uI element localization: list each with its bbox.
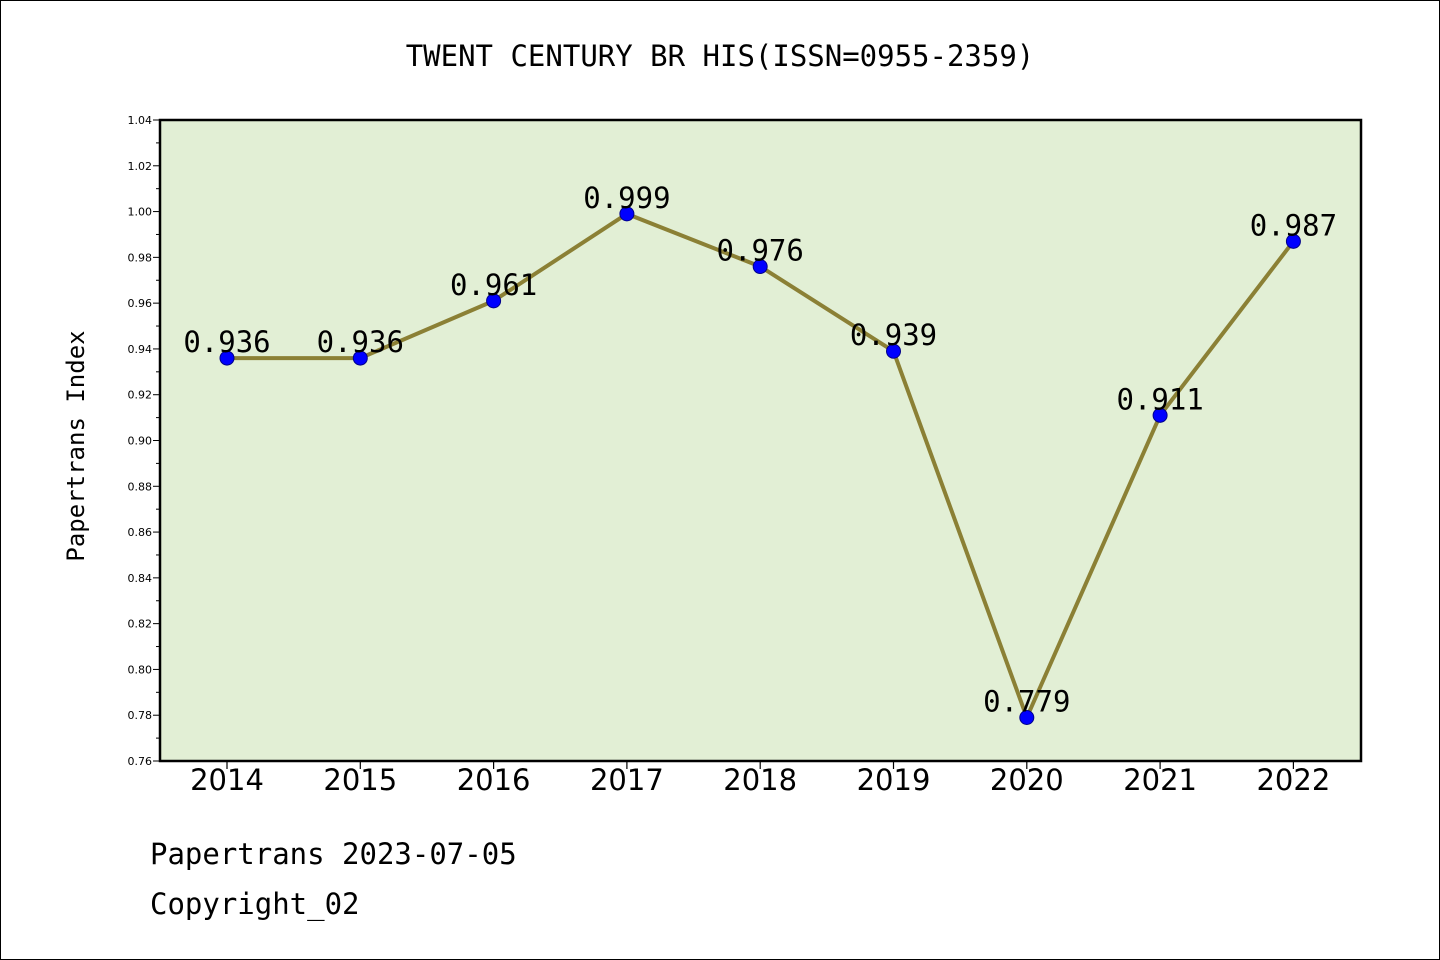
data-label: 0.779 — [983, 685, 1070, 719]
data-label: 0.976 — [717, 234, 804, 268]
y-tick-label: 1.04 — [128, 114, 153, 127]
y-tick-label: 0.90 — [128, 435, 153, 448]
data-point — [486, 293, 502, 309]
y-tick-label: 0.76 — [128, 755, 153, 768]
y-tick-label: 0.80 — [128, 663, 153, 676]
x-tick-label: 2017 — [590, 763, 664, 797]
data-point — [1285, 233, 1301, 249]
x-tick-label: 2018 — [723, 763, 797, 797]
y-tick-label: 0.78 — [128, 709, 153, 722]
x-tick-label: 2016 — [457, 763, 531, 797]
x-tick-label: 2014 — [190, 763, 264, 797]
data-point — [219, 350, 235, 366]
x-tick-label: 2019 — [857, 763, 931, 797]
data-label: 0.987 — [1250, 208, 1337, 242]
y-tick-label: 0.86 — [128, 526, 153, 539]
x-tick-label: 2021 — [1123, 763, 1197, 797]
chart-title: TWENT CENTURY BR HIS(ISSN=0955-2359) — [406, 39, 1035, 73]
data-point — [619, 206, 635, 222]
y-tick-label: 0.96 — [128, 297, 153, 310]
data-point — [752, 259, 768, 275]
y-tick-label: 0.84 — [128, 572, 153, 585]
footer-copyright: Copyright_02 — [150, 887, 360, 922]
data-point — [886, 343, 901, 359]
data-point — [1019, 710, 1035, 726]
y-axis-label: Papertrans Index — [62, 330, 90, 561]
data-label: 0.911 — [1116, 382, 1203, 416]
y-tick-label: 0.92 — [128, 389, 153, 402]
plot-border — [158, 118, 1363, 763]
data-label: 0.936 — [317, 325, 404, 359]
x-tick-label: 2022 — [1256, 763, 1330, 797]
plot-area — [160, 120, 1361, 761]
y-tick-label: 0.98 — [128, 251, 153, 264]
data-label: 0.936 — [183, 325, 270, 359]
x-tick-label: 2020 — [990, 763, 1064, 797]
data-label: 0.999 — [583, 181, 670, 215]
data-label: 0.939 — [850, 318, 937, 352]
data-point — [1152, 407, 1168, 423]
footer-date: Papertrans 2023-07-05 — [150, 837, 517, 871]
y-tick-label: 0.94 — [128, 343, 153, 356]
data-point — [352, 350, 368, 366]
y-tick-label: 0.88 — [128, 480, 153, 493]
data-label: 0.961 — [450, 268, 537, 302]
y-tick-label: 1.00 — [128, 206, 153, 219]
y-tick-label: 1.02 — [128, 160, 153, 173]
y-tick-label: 0.82 — [128, 618, 153, 631]
y-axis: 0.76 0.78 0.80 0.82 0.84 0.86 0.88 0.90 0.92 0.94… — [128, 114, 160, 768]
series-group: 0.936 0.936 0.961 0.999 0.976 0.939 0.779 0.911… — [183, 181, 1337, 726]
x-axis: 2014 2015 2016 2017 2018 2019 2020 2021 2022 — [190, 761, 1330, 797]
x-tick-label: 2015 — [323, 763, 397, 797]
